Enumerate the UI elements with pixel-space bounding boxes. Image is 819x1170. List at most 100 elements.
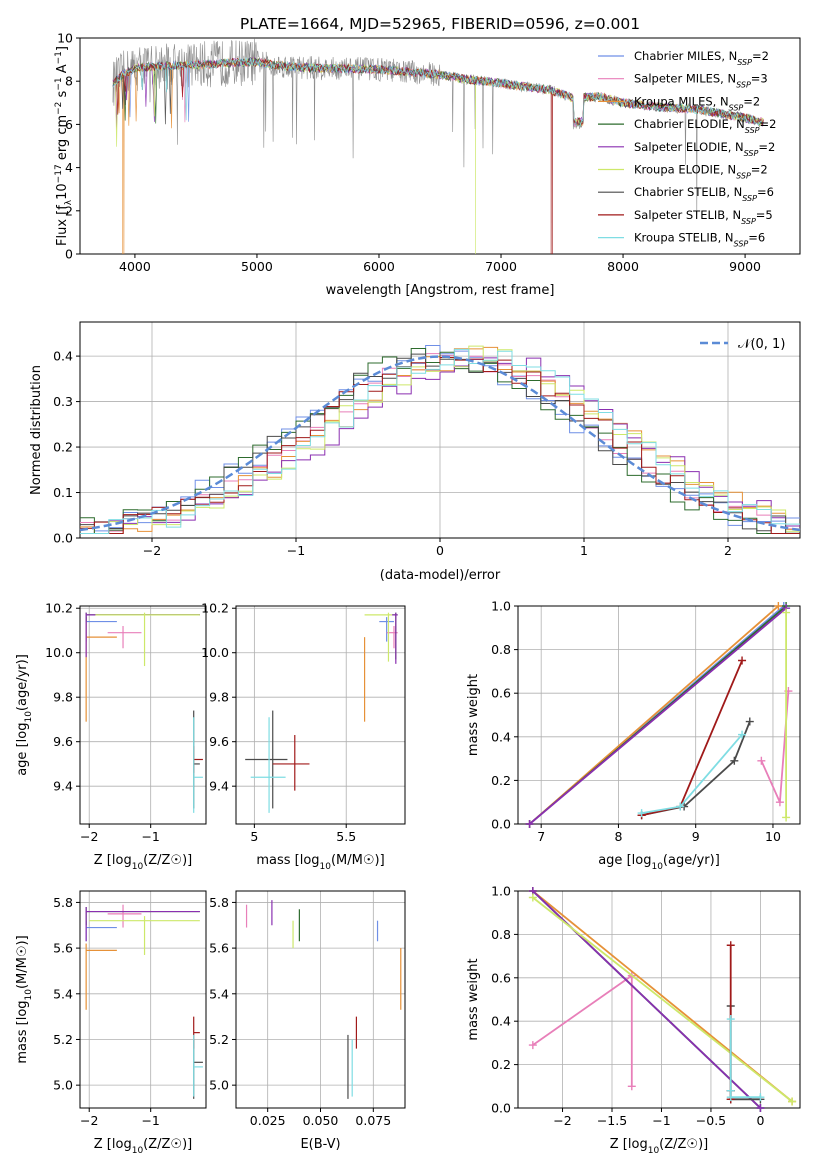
- y-tick-label: 0.2: [491, 773, 511, 788]
- y-tick-label: 1.0: [491, 599, 511, 614]
- x-tick-label: 2: [724, 543, 732, 558]
- x-tick-label: 0: [436, 543, 444, 558]
- kroupa-elodie-point: [364, 612, 393, 662]
- mass-vs-ebv-axes: 0.025 0.050 0.075 5.0 5.2 5.4 5.6 5.8 E(B-V): [209, 890, 406, 1152]
- chabrier-stelib-point: [193, 1039, 203, 1099]
- series-marker: [756, 1104, 765, 1112]
- y-tick-label: 10.2: [201, 601, 229, 616]
- salpeter-miles-series: [757, 687, 793, 807]
- spectrum-legend: Chabrier MILES, NSSP=2 Salpeter MILES, NS…: [598, 49, 776, 248]
- massweight-vs-z-frame: [517, 890, 801, 1109]
- series-marker: [738, 656, 747, 665]
- y-tick-label: 2: [65, 203, 73, 218]
- x-tick-label: 0.025: [250, 1113, 286, 1128]
- series-marker: [782, 813, 791, 822]
- y-tick-label: 10.0: [45, 645, 73, 660]
- y-tick-label: 0: [65, 247, 73, 262]
- series-line: [641, 734, 743, 814]
- salpeter-elodie-series: [528, 887, 765, 1112]
- series-marker: [774, 602, 783, 610]
- legend-label: Kroupa MILES, NSSP=2: [634, 94, 760, 112]
- massweight-vs-age-frame: [517, 605, 801, 825]
- x-tick-label: 6000: [363, 259, 395, 274]
- y-tick-label: 0.2: [491, 1057, 511, 1072]
- x-tick-label: −1: [141, 829, 159, 844]
- salpeter-miles-point: [107, 904, 142, 928]
- y-tick-label: 0.4: [491, 729, 511, 744]
- series-marker: [738, 730, 747, 739]
- salpeter-miles-series: [528, 971, 636, 1091]
- series-line: [529, 607, 787, 825]
- legend-label: Chabrier MILES, NSSP=2: [634, 49, 769, 67]
- x-tick-label: −2: [80, 1113, 98, 1128]
- y-tick-label: 5.2: [209, 1032, 229, 1047]
- massweight-vs-z-axes: −2 −1.5 −1 −0.5 0 0.0 0.2 0.4 0.6 0.8 1.0 Z [log10(…: [466, 884, 801, 1156]
- x-tick-label: 4000: [119, 259, 151, 274]
- y-tick-label: 0.1: [53, 485, 73, 500]
- legend-label: Salpeter STELIB, NSSP=5: [634, 208, 773, 226]
- age-vs-z-y-axis-label: age [log10(age/yr)]: [15, 654, 34, 776]
- mass-vs-z-frame: [79, 890, 207, 1109]
- kroupa-miles-point: [85, 943, 117, 1010]
- salpeter-elodie-point: [85, 612, 200, 658]
- chabrier-elodie-point: [85, 612, 200, 622]
- kroupa-stelib-series: [637, 730, 747, 818]
- y-tick-label: 0.3: [53, 394, 73, 409]
- x-tick-label: 7: [537, 829, 545, 844]
- kroupa-stelib-series: [726, 1015, 765, 1102]
- kroupa-elodie-point: [89, 916, 200, 955]
- massweight-vs-z-y-axis-label: mass weight: [466, 958, 481, 1040]
- series-marker: [525, 820, 534, 828]
- age-vs-z-frame: [79, 605, 207, 825]
- y-tick-label: 9.6: [53, 734, 73, 749]
- series-marker: [756, 1093, 765, 1102]
- mass-vs-z-x-axis-label: Z [log10(Z/Z☉)]: [94, 1137, 192, 1156]
- legend-label: Kroupa ELODIE, NSSP=2: [634, 163, 768, 181]
- series-marker: [528, 1041, 537, 1050]
- legend-label: Salpeter ELODIE, NSSP=2: [634, 140, 775, 158]
- x-tick-label: 8000: [607, 259, 639, 274]
- massweight-vs-age-x-axis-label: age [log10(age/yr)]: [598, 853, 720, 872]
- x-tick-label: 8: [614, 829, 622, 844]
- y-tick-label: 1.0: [491, 884, 511, 899]
- mass-vs-z-axes: −2 −1 5.0 5.2 5.4 5.6 5.8 Z [log10(Z/Z☉)] mass […: [15, 890, 207, 1156]
- x-tick-label: 0: [756, 1113, 764, 1128]
- x-tick-label: 10: [765, 829, 781, 844]
- legend-label: Kroupa STELIB, NSSP=6: [634, 231, 765, 249]
- legend-label: Salpeter MILES, NSSP=3: [634, 72, 768, 90]
- plots-layer: 4000 5000 6000 7000 8000 90000246810Chabrier …: [15, 31, 801, 1156]
- y-tick-label: 0.0: [491, 817, 511, 832]
- gaussian-legend-label: 𝒩(0, 1): [738, 337, 785, 352]
- x-tick-label: 7000: [485, 259, 517, 274]
- salpeter-elodie-series: [525, 604, 791, 828]
- y-tick-label: 9.8: [53, 690, 73, 705]
- x-tick-label: −2: [143, 543, 161, 558]
- x-tick-label: 9000: [729, 259, 761, 274]
- residuals-y-axis-label: Normed distribution: [29, 365, 44, 495]
- chabrier-miles-point: [85, 617, 117, 642]
- massweight-vs-age-y-axis-label: mass weight: [466, 674, 481, 756]
- kroupa-stelib-point: [250, 717, 286, 813]
- gaussian-reference-curve: [79, 355, 801, 532]
- series-marker: [726, 1015, 735, 1024]
- spectrum-axes: 4000 5000 6000 7000 8000 9000 0 2 4 6 8 10 Chabrier …: [54, 31, 801, 298]
- age-vs-mass-frame: [235, 605, 406, 825]
- age-vs-z-x-axis-label: Z [log10(Z/Z☉)]: [94, 853, 192, 872]
- y-tick-label: 4: [65, 160, 73, 175]
- residuals-axes: −2 −1 0 1 2 0.0 0.1 0.2 0.3 0.4 𝒩(0, 1) (data-model…: [29, 321, 801, 583]
- series-line: [532, 896, 793, 1103]
- x-tick-label: −2: [80, 829, 98, 844]
- series-marker: [730, 756, 739, 765]
- series-marker: [726, 1093, 735, 1102]
- y-tick-label: 0.0: [53, 531, 73, 546]
- legend-label: Chabrier ELODIE, NSSP=2: [634, 117, 776, 135]
- kroupa-stelib-point: [193, 717, 203, 813]
- x-tick-label: 5000: [241, 259, 273, 274]
- y-tick-label: 5.2: [53, 1032, 73, 1047]
- chabrier-miles-point: [85, 920, 117, 942]
- age-vs-mass-x-axis-label: mass [log10(M/M☉)]: [256, 853, 384, 872]
- massweight-vs-z-x-axis-label: Z [log10(Z/Z☉)]: [610, 1137, 708, 1156]
- series-marker: [757, 756, 766, 765]
- y-tick-label: 0.4: [491, 1014, 511, 1029]
- salpeter-stelib-histogram: [80, 356, 800, 534]
